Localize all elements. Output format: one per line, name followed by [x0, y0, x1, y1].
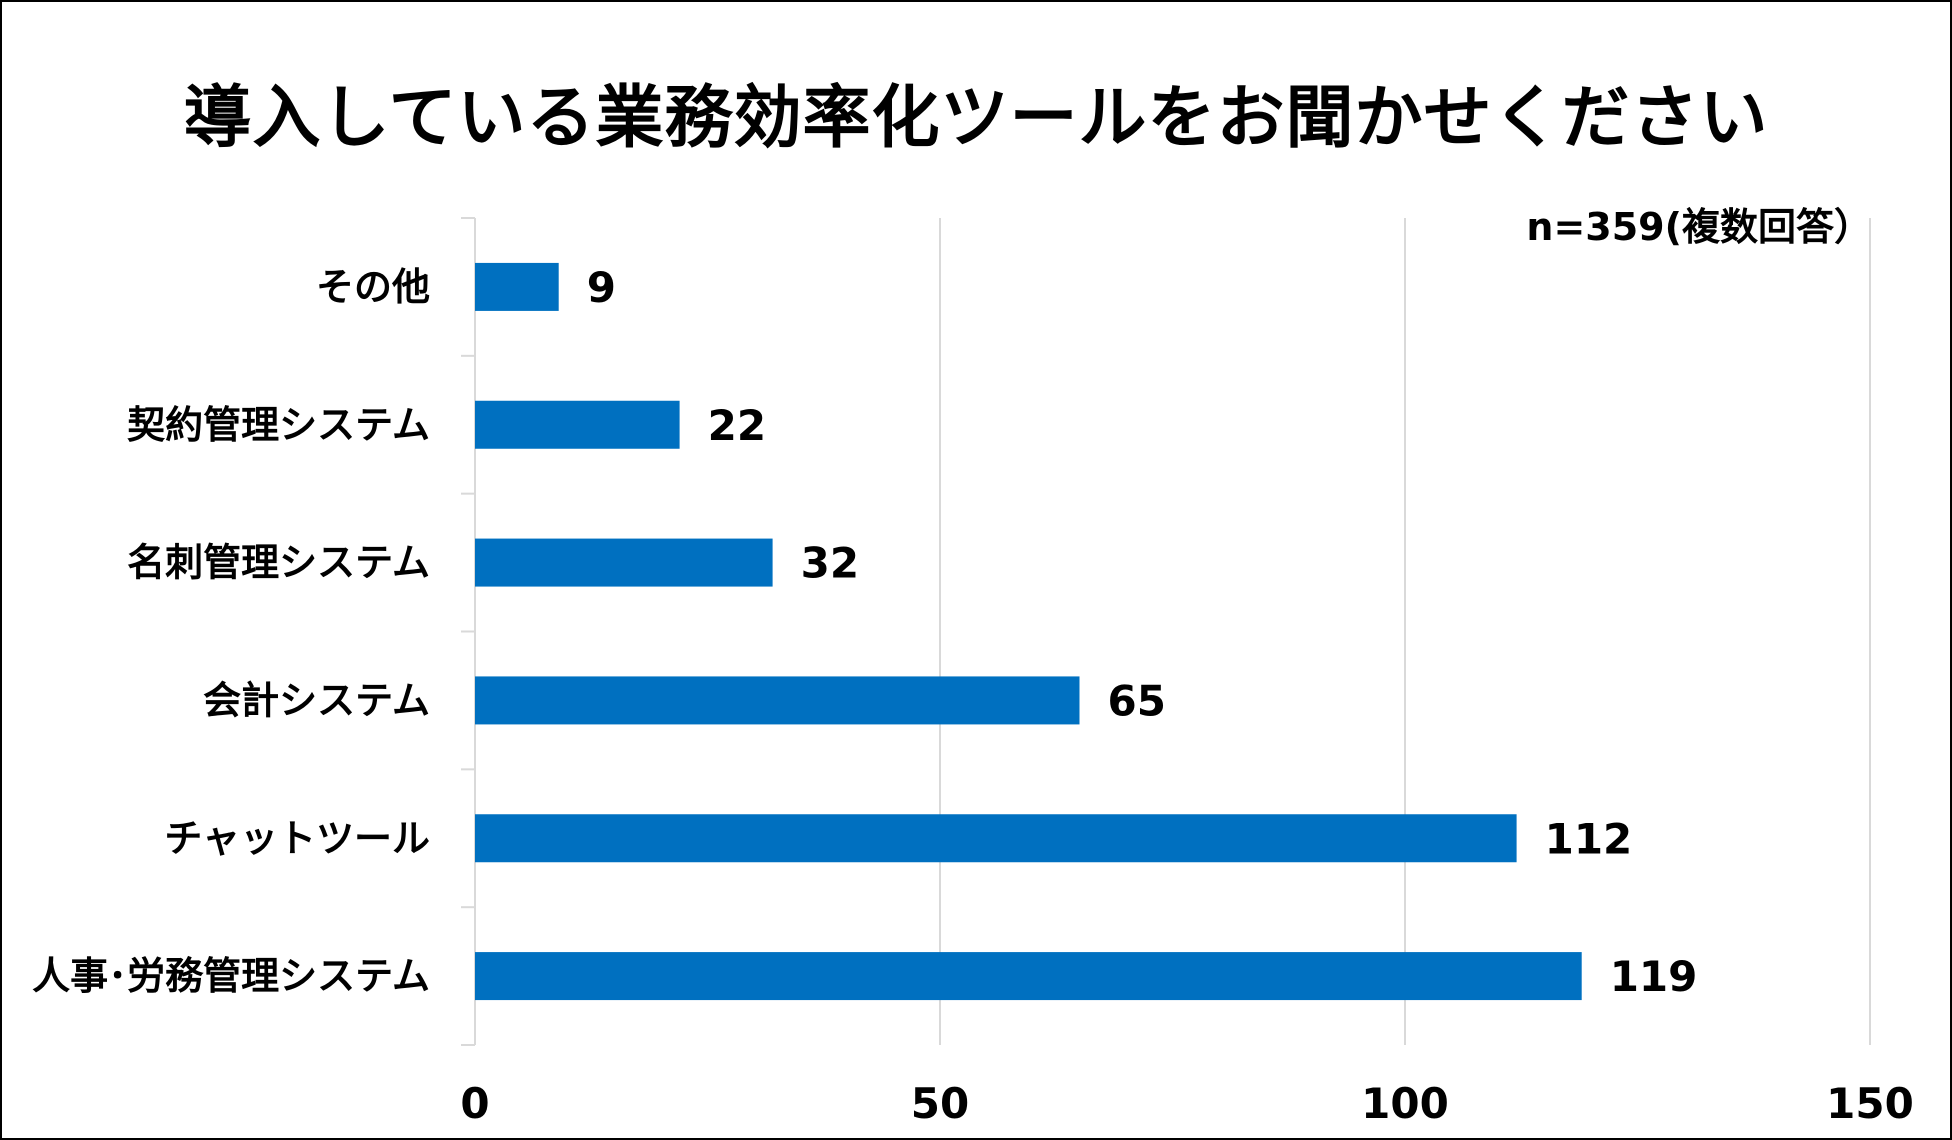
bar	[475, 676, 1080, 725]
bar	[475, 262, 559, 311]
bar	[475, 814, 1517, 863]
value-label: 65	[1108, 676, 1166, 725]
category-label: 契約管理システム	[127, 403, 430, 447]
category-label: チャットツール	[164, 816, 430, 860]
grid-layer	[939, 218, 1871, 1045]
category-label: その他	[316, 265, 430, 309]
value-label: 119	[1610, 952, 1698, 1001]
x-tick-label: 150	[1826, 1079, 1914, 1128]
bar-layer	[475, 262, 1582, 1001]
x-tick-label: 50	[911, 1079, 969, 1128]
category-label: 人事･労務管理システム	[32, 954, 430, 998]
x-tick-label: 100	[1361, 1079, 1449, 1128]
label-layer: 0 50 100 150 9 その他 22 契約管理システム 32 名刺管理システム 65 会計システ…	[32, 263, 1914, 1128]
x-tick-label: 0	[460, 1079, 489, 1128]
value-label: 9	[587, 263, 616, 312]
category-label: 名刺管理システム	[127, 541, 430, 585]
sample-size-note: n=359(複数回答）	[1526, 205, 1872, 249]
bar	[475, 538, 773, 587]
value-label: 22	[708, 401, 766, 450]
bar	[475, 400, 680, 449]
axis-layer	[461, 217, 476, 1046]
category-label: 会計システム	[203, 678, 430, 722]
value-label: 112	[1545, 814, 1633, 863]
value-label: 32	[801, 539, 859, 588]
chart-title: 導入している業務効率化ツールをお聞かせください	[183, 79, 1769, 158]
bar	[475, 952, 1582, 1001]
